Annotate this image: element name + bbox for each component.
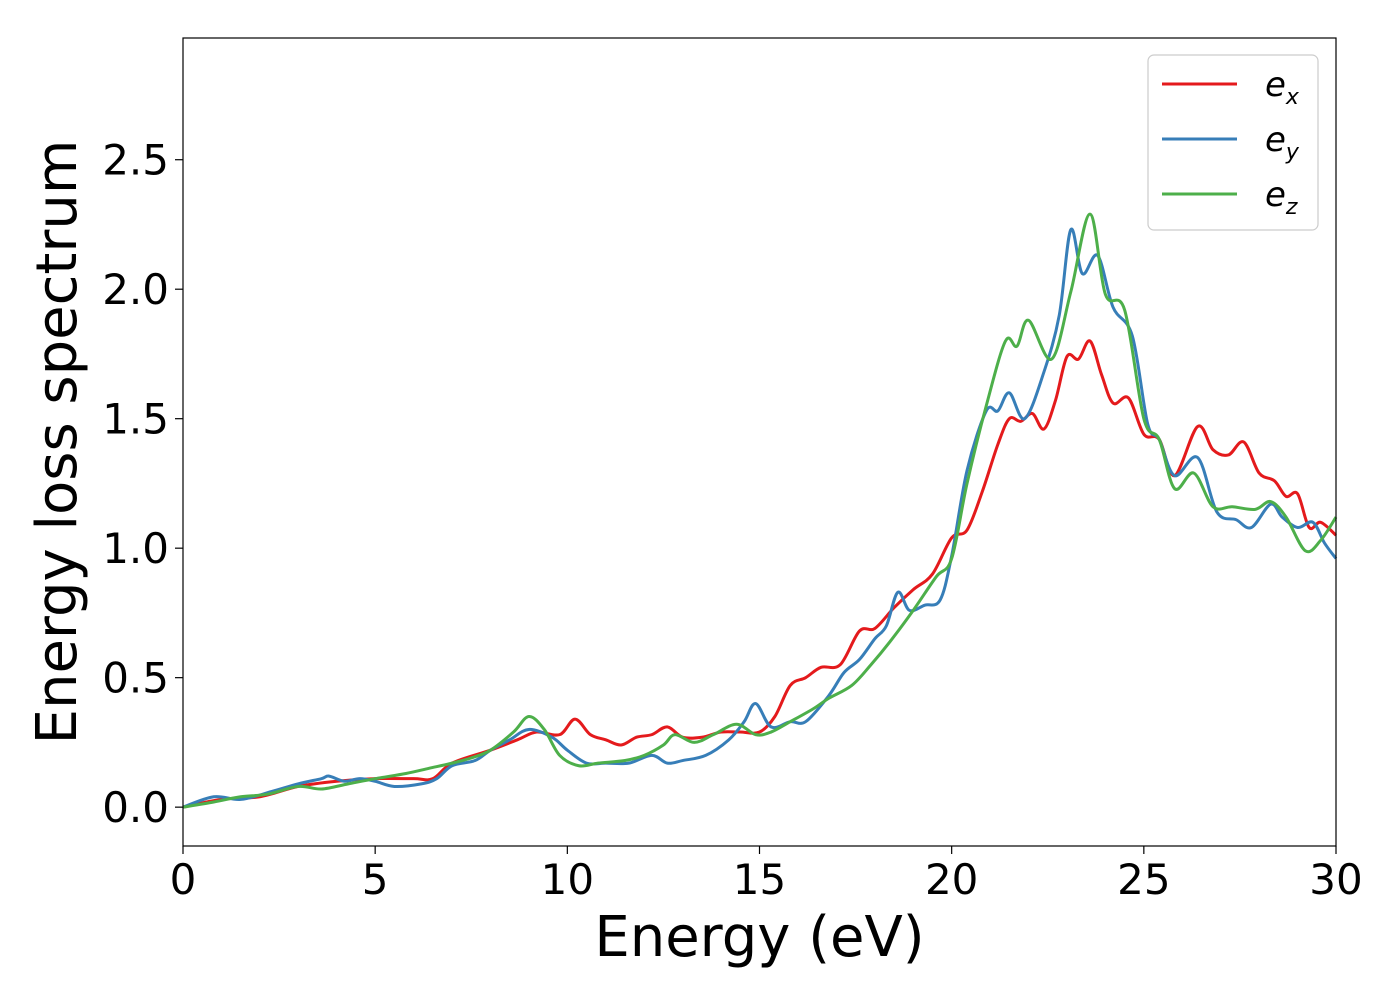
x-tick-label: 5 [362,855,389,904]
x-tick-label: 10 [541,855,594,904]
y-tick-label: 0.5 [102,654,169,703]
x-tick-label: 0 [170,855,197,904]
series-lines [182,212,1338,809]
x-axis-title: Energy (eV) [594,905,924,970]
y-axis-title: Energy loss spectrum [25,140,90,745]
legend-label-y: ey [1265,120,1300,165]
x-tick-label: 30 [1309,855,1362,904]
x-axis-ticks: 0 5 10 15 20 25 30 [170,846,1363,904]
x-tick-label: 20 [925,855,978,904]
legend-box [1147,54,1319,231]
y-tick-label: 2.0 [102,265,169,314]
y-tick-label: 1.5 [102,395,169,444]
legend: ex ey ez [1147,54,1319,231]
legend-label-x: ex [1265,65,1300,110]
series-line-e-x [182,339,1338,809]
x-tick-label: 15 [733,855,786,904]
legend-label-z: ez [1265,175,1298,220]
plot-area [183,38,1336,846]
y-tick-label: 1.0 [102,524,169,573]
y-tick-label: 2.5 [102,136,169,185]
y-axis-ticks: 0.0 0.5 1.0 1.5 2.0 2.5 [102,136,183,832]
x-tick-label: 25 [1117,855,1170,904]
series-line-e-z [182,212,1338,809]
y-tick-label: 0.0 [102,783,169,832]
